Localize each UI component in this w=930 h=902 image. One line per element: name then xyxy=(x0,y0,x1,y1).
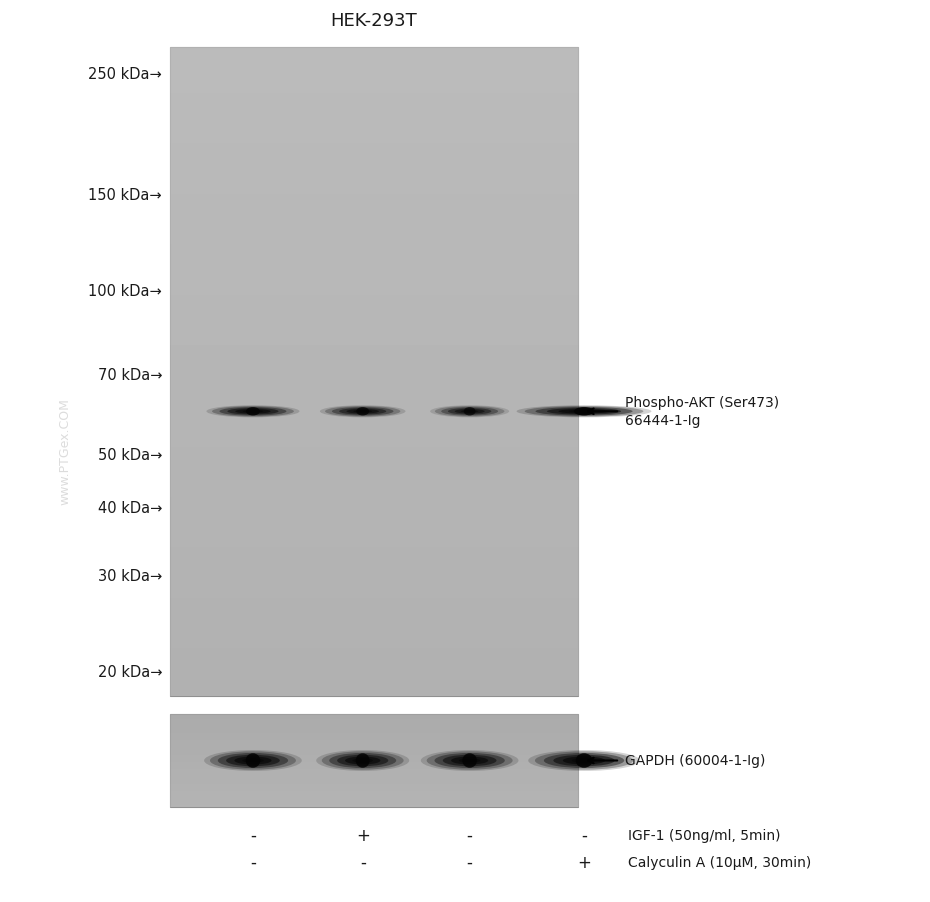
Ellipse shape xyxy=(528,750,640,771)
Ellipse shape xyxy=(461,410,478,413)
Ellipse shape xyxy=(458,759,481,763)
Ellipse shape xyxy=(544,753,624,769)
Ellipse shape xyxy=(430,406,510,418)
Bar xyxy=(170,48,578,696)
Text: 250 kDa→: 250 kDa→ xyxy=(88,68,162,82)
Ellipse shape xyxy=(455,410,485,414)
Text: +: + xyxy=(356,826,369,844)
Text: +: + xyxy=(578,853,591,871)
Ellipse shape xyxy=(576,753,592,768)
Text: 20 kDa→: 20 kDa→ xyxy=(98,664,162,679)
Ellipse shape xyxy=(353,410,372,413)
Ellipse shape xyxy=(219,408,286,416)
Ellipse shape xyxy=(434,753,505,769)
Ellipse shape xyxy=(206,406,299,418)
Ellipse shape xyxy=(246,753,260,768)
Ellipse shape xyxy=(427,751,512,769)
Ellipse shape xyxy=(535,751,633,769)
Ellipse shape xyxy=(516,406,651,418)
Ellipse shape xyxy=(420,750,519,771)
Ellipse shape xyxy=(332,408,393,416)
Ellipse shape xyxy=(243,410,263,413)
Ellipse shape xyxy=(322,751,404,769)
Ellipse shape xyxy=(553,755,615,767)
Ellipse shape xyxy=(226,755,280,767)
Ellipse shape xyxy=(462,753,477,768)
Ellipse shape xyxy=(525,407,644,417)
Text: GAPDH (60004-1-Ig): GAPDH (60004-1-Ig) xyxy=(625,754,765,768)
Ellipse shape xyxy=(569,410,599,413)
Text: -: - xyxy=(467,826,472,844)
Ellipse shape xyxy=(339,409,386,415)
Ellipse shape xyxy=(316,750,409,771)
Text: 30 kDa→: 30 kDa→ xyxy=(98,568,162,583)
Text: 50 kDa→: 50 kDa→ xyxy=(98,447,162,463)
Ellipse shape xyxy=(355,753,370,768)
Text: -: - xyxy=(360,853,365,871)
Text: -: - xyxy=(250,826,256,844)
Text: -: - xyxy=(581,826,587,844)
Ellipse shape xyxy=(212,407,294,417)
Text: www.PTGex.COM: www.PTGex.COM xyxy=(59,398,72,504)
Text: HEK-293T: HEK-293T xyxy=(331,12,418,30)
Text: -: - xyxy=(250,853,256,871)
Ellipse shape xyxy=(320,406,405,418)
Ellipse shape xyxy=(572,759,596,763)
Ellipse shape xyxy=(246,408,260,416)
Ellipse shape xyxy=(536,408,632,416)
Ellipse shape xyxy=(574,408,594,416)
Ellipse shape xyxy=(441,408,498,416)
Ellipse shape xyxy=(352,759,373,763)
Ellipse shape xyxy=(558,410,610,414)
Ellipse shape xyxy=(242,759,264,763)
Ellipse shape xyxy=(326,407,400,417)
Ellipse shape xyxy=(356,408,369,416)
Ellipse shape xyxy=(347,410,379,414)
Ellipse shape xyxy=(210,751,296,769)
Ellipse shape xyxy=(204,750,301,771)
Ellipse shape xyxy=(329,753,396,769)
Ellipse shape xyxy=(451,757,488,765)
Ellipse shape xyxy=(464,408,475,416)
Ellipse shape xyxy=(337,755,388,767)
Ellipse shape xyxy=(448,409,491,415)
Text: Calyculin A (10μM, 30min): Calyculin A (10μM, 30min) xyxy=(628,855,811,869)
Bar xyxy=(170,714,578,807)
Ellipse shape xyxy=(234,757,272,765)
Ellipse shape xyxy=(547,409,621,415)
Ellipse shape xyxy=(345,757,380,765)
Ellipse shape xyxy=(227,409,279,415)
Ellipse shape xyxy=(563,757,605,765)
Text: -: - xyxy=(467,853,472,871)
Text: Phospho-AKT (Ser473): Phospho-AKT (Ser473) xyxy=(625,396,779,410)
Ellipse shape xyxy=(435,407,504,417)
Text: 40 kDa→: 40 kDa→ xyxy=(98,500,162,515)
Text: 66444-1-Ig: 66444-1-Ig xyxy=(625,414,700,428)
Ellipse shape xyxy=(235,410,271,414)
Ellipse shape xyxy=(443,755,497,767)
Text: 70 kDa→: 70 kDa→ xyxy=(98,368,162,383)
Ellipse shape xyxy=(218,753,288,769)
Text: 100 kDa→: 100 kDa→ xyxy=(88,283,162,299)
Text: IGF-1 (50ng/ml, 5min): IGF-1 (50ng/ml, 5min) xyxy=(628,828,780,842)
Text: 150 kDa→: 150 kDa→ xyxy=(88,188,162,203)
